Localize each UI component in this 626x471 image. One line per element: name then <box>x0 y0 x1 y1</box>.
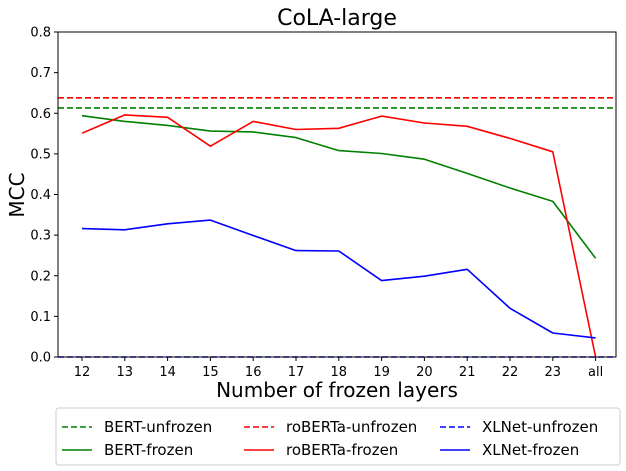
x-tick-label: 18 <box>331 365 348 380</box>
x-tick-label: 21 <box>459 365 476 380</box>
y-tick-label: 0.0 <box>30 351 51 366</box>
y-tick-label: 0.5 <box>30 147 51 162</box>
legend-label-BERT-frozen: BERT-frozen <box>104 441 193 459</box>
series-line-XLNet-frozen <box>81 219 596 339</box>
x-tick-label: 15 <box>202 365 219 380</box>
chart-title: CoLA-large <box>277 6 397 31</box>
x-tick-label: 23 <box>545 365 562 380</box>
y-tick-label: 0.7 <box>30 66 51 81</box>
y-tick-label: 0.8 <box>30 26 51 41</box>
series-line-BERT-frozen <box>81 114 597 259</box>
y-tick-label: 0.4 <box>30 188 51 203</box>
y-tick-label: 0.6 <box>30 107 51 122</box>
x-tick-label: 22 <box>502 365 519 380</box>
x-tick-label: all <box>588 365 603 380</box>
x-tick-label: 20 <box>416 365 433 380</box>
x-tick-label: 19 <box>373 365 390 380</box>
legend: BERT-unfrozen BERT-frozen roBERTa-unfrozen… <box>55 407 621 466</box>
y-tick-label: 0.2 <box>30 269 51 284</box>
y-tick-label: 0.3 <box>30 229 51 244</box>
x-tick-label: 13 <box>117 365 134 380</box>
x-tick-label: 16 <box>245 365 262 380</box>
series-line-roBERTa-frozen <box>81 114 597 358</box>
legend-label-roBERTa-frozen: roBERTa-frozen <box>286 441 398 459</box>
y-axis-title: MCC <box>5 172 29 217</box>
x-tick-label: 17 <box>288 365 305 380</box>
x-tick-label: 12 <box>74 365 91 380</box>
x-axis: 12 13 14 15 16 17 18 19 20 21 22 23 all <box>74 357 603 380</box>
legend-label-XLNet-frozen: XLNet-frozen <box>482 441 579 459</box>
legend-label-XLNet-unfrozen: XLNet-unfrozen <box>482 418 598 436</box>
x-tick-label: 14 <box>159 365 176 380</box>
plot-area <box>57 31 617 358</box>
x-axis-title: Number of frozen layers <box>216 378 458 402</box>
y-tick-label: 0.1 <box>30 310 51 325</box>
legend-box <box>55 407 621 466</box>
y-axis: 0.0 0.1 0.2 0.3 0.4 0.5 0.6 0.7 0.8 <box>30 26 58 366</box>
legend-label-BERT-unfrozen: BERT-unfrozen <box>104 418 212 436</box>
legend-label-roBERTa-unfrozen: roBERTa-unfrozen <box>286 418 417 436</box>
